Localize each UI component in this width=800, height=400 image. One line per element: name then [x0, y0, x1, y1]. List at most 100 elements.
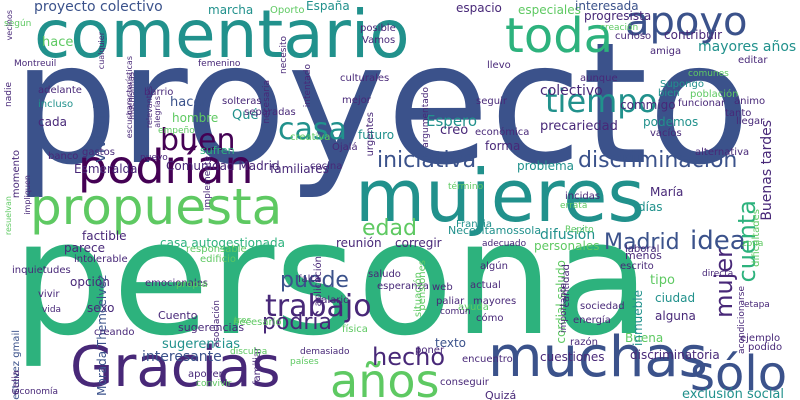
word-economica: económica: [475, 127, 530, 138]
word-adelante: adelante: [38, 85, 82, 96]
word-que: Qué: [232, 108, 259, 123]
word-texto: texto: [435, 336, 467, 350]
word-discriminatoria: discriminatoria: [630, 348, 720, 362]
word-urgentes: urgentes: [365, 112, 376, 157]
word-reunion: reunión: [336, 236, 382, 250]
word-problema: problema: [517, 159, 575, 173]
word-intentado: intentado: [303, 64, 313, 108]
word-convivir: convivir: [196, 379, 232, 389]
word-montreuil: Montreuil: [14, 59, 57, 69]
word-maria: María: [650, 185, 684, 199]
word-creando: creando: [94, 327, 135, 338]
word-hace: hace: [42, 35, 74, 50]
word-colectivo: colectivo: [540, 83, 603, 99]
word-puede: puede: [280, 268, 349, 293]
word-iniciativa: iniciativa: [377, 148, 477, 173]
word-razon: razón: [570, 337, 598, 348]
word-acondicionarse: acondicionarse: [737, 286, 747, 354]
word-cocina: cocina: [310, 161, 343, 172]
word-encuentro: encuentro: [462, 354, 513, 365]
word-tres: tres: [234, 316, 252, 326]
word-apoyen: apoyen: [188, 369, 226, 380]
word-femenino: femenino: [198, 59, 241, 69]
word-nuevo: nuevo: [140, 153, 168, 163]
word-implemente: implemente: [203, 156, 213, 211]
word-discriminacion: discriminación: [578, 148, 738, 173]
word-opcion: opción: [70, 275, 110, 289]
word-paliar: paliar: [436, 296, 465, 307]
word-vida: vida: [42, 305, 62, 315]
word-trabajo: trabajo: [265, 289, 372, 324]
word-amiga: amiga: [650, 46, 682, 57]
word-especiales: especiales: [518, 3, 581, 17]
word-ejemplo: ejemplo: [740, 333, 781, 344]
word-creo: creo: [440, 123, 469, 138]
word-etapa: etapa: [744, 300, 770, 310]
word-incidas: incidas: [565, 191, 601, 202]
word-tanto: tanto: [725, 108, 752, 119]
word-edificio: edificio: [200, 254, 236, 265]
word-factible: factible: [82, 229, 127, 243]
word-hacer: hacer: [170, 95, 207, 110]
word-precariedad: precariedad: [540, 119, 618, 134]
word-cada: cada: [38, 115, 67, 129]
word-espacio: espacio: [456, 1, 502, 15]
word-gastos: gastos: [82, 147, 115, 158]
word-necesaria: necesaria: [262, 80, 272, 124]
word-tiempo: tiempo: [545, 82, 658, 120]
word-comun: común: [440, 307, 471, 317]
word-casa-autogestionada: casa autogestionada: [160, 236, 285, 250]
word-esmeralda: Esmeralda: [74, 162, 138, 176]
word-solo: sólo: [690, 346, 788, 400]
word-barrio: barrio: [144, 87, 174, 98]
word-alegrias: alegrías: [153, 96, 162, 128]
word-apoyo: apoyo: [625, 0, 748, 45]
word-necesitamossola: Necesitamossola: [448, 224, 542, 237]
word-directa: directa: [702, 269, 734, 279]
word-empeno: empeño: [158, 126, 195, 136]
word-adecuado: adecuado: [482, 239, 527, 249]
word-cualquier: cualquier: [97, 32, 106, 70]
word-creacion: creación: [600, 23, 639, 33]
word-propuesta: propuesta: [30, 178, 283, 236]
word-quiza: Quizá: [485, 389, 517, 400]
word-toda: toda: [505, 8, 614, 64]
word-progresista: progresista: [584, 9, 652, 23]
word-errata: errata: [560, 201, 588, 211]
word-aplicacion: aplicación: [313, 256, 324, 307]
word-asociacion: asociación: [212, 300, 222, 348]
word-incluso: incluso: [38, 99, 74, 110]
word-argumentado: argumentado: [421, 87, 431, 148]
word-proyecto-colectivo: proyecto colectivo: [34, 0, 163, 15]
word-editar: editar: [738, 55, 768, 66]
word-solteras: solteras: [222, 96, 262, 107]
word-responsable: responsable: [186, 244, 247, 255]
word-corregir: corregir: [395, 236, 442, 250]
word-futuro: futuro: [358, 128, 395, 142]
word-comentario: comentario: [34, 0, 410, 73]
word-cuestiones: cuestiones: [540, 350, 605, 364]
word-sugerencias: sugerencias: [162, 337, 241, 352]
word-marcha: marcha: [208, 3, 254, 17]
word-propia: propia: [176, 279, 208, 290]
word-personales: personales: [534, 239, 600, 253]
word-anos: años: [330, 354, 440, 400]
word-mayores-anos: mayores años: [698, 39, 797, 55]
word-importante: importante: [559, 283, 569, 334]
word-podido: podido: [748, 342, 783, 353]
word-conseguir: conseguir: [440, 377, 489, 388]
word-mujeres: mujeres: [355, 154, 645, 238]
word-muchas: muchas: [488, 325, 708, 390]
word-espana: España: [306, 0, 350, 13]
word-algun: algún: [480, 261, 508, 272]
word-inquietudes: inquietudes: [12, 265, 71, 276]
word-difusion: difusión: [540, 227, 596, 243]
word-nadie: nadie: [4, 82, 14, 107]
word-dificultades: dificultades: [751, 209, 762, 267]
word-francia: Francia: [456, 219, 493, 230]
word-aunque: aunque: [580, 73, 618, 84]
word-sugerencias: sugerencias: [178, 321, 245, 334]
word-ojala: Ojalá: [332, 142, 358, 153]
word-mayores: mayores: [473, 296, 517, 307]
